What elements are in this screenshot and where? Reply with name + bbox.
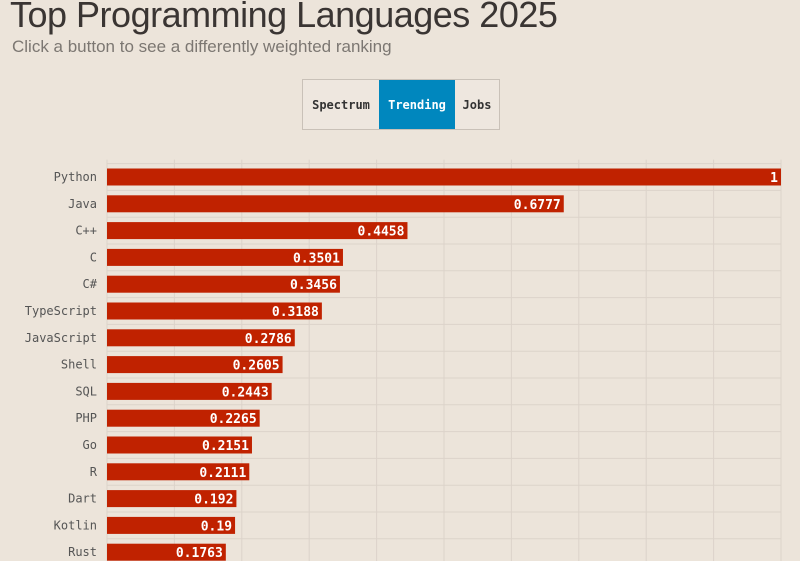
category-label: R — [90, 465, 98, 479]
bar-rust — [107, 543, 226, 561]
jobs-button[interactable]: Jobs — [462, 97, 492, 112]
category-label: C++ — [75, 224, 97, 238]
value-label: 0.3501 — [293, 251, 340, 266]
value-label: 0.6777 — [514, 198, 561, 213]
value-label: 0.2605 — [233, 359, 280, 374]
bar-sql — [107, 382, 272, 400]
value-label: 0.1763 — [176, 546, 223, 561]
bar-c++ — [107, 222, 408, 240]
bar-shell — [107, 356, 283, 374]
bar-typescript — [107, 302, 322, 320]
bar-javascript — [107, 329, 295, 347]
category-label: Shell — [61, 358, 97, 372]
category-label: Go — [83, 438, 97, 452]
value-label: 0.2151 — [202, 439, 249, 454]
category-label: TypeScript — [25, 304, 97, 318]
category-label: JavaScript — [25, 331, 97, 345]
trending-button[interactable]: Trending — [379, 80, 455, 129]
value-label: 1 — [770, 171, 778, 186]
spectrum-button[interactable]: Spectrum — [312, 97, 370, 112]
category-label: Rust — [68, 545, 97, 559]
bar-go — [107, 436, 252, 454]
bar-php — [107, 409, 260, 427]
bar-c — [107, 248, 343, 266]
value-label: 0.4458 — [358, 225, 405, 240]
category-label: Kotlin — [54, 518, 97, 532]
bar-c# — [107, 275, 340, 293]
value-label: 0.2111 — [199, 466, 246, 481]
bar-dart — [107, 490, 237, 508]
value-label: 0.19 — [201, 519, 232, 534]
value-label: 0.3188 — [272, 305, 319, 320]
category-label: PHP — [75, 411, 97, 425]
bar-python — [107, 168, 781, 186]
category-label: SQL — [75, 384, 97, 398]
bar-kotlin — [107, 516, 236, 534]
ranking-button-group: Spectrum Trending Jobs — [302, 79, 500, 130]
bar-java — [107, 195, 564, 213]
value-label: 0.192 — [194, 493, 233, 508]
category-label: C — [90, 250, 97, 264]
value-label: 0.2265 — [210, 412, 257, 427]
value-label: 0.2443 — [222, 385, 269, 400]
page-subtitle: Click a button to see a differently weig… — [12, 37, 392, 56]
value-label: 0.3456 — [290, 278, 337, 293]
category-label: C# — [83, 277, 98, 291]
page-title: Top Programming Languages 2025 — [10, 0, 558, 35]
category-label: Java — [68, 197, 97, 211]
category-label: Dart — [68, 492, 97, 506]
value-label: 0.2786 — [245, 332, 292, 347]
bar-r — [107, 463, 250, 481]
category-label: Python — [54, 170, 97, 184]
